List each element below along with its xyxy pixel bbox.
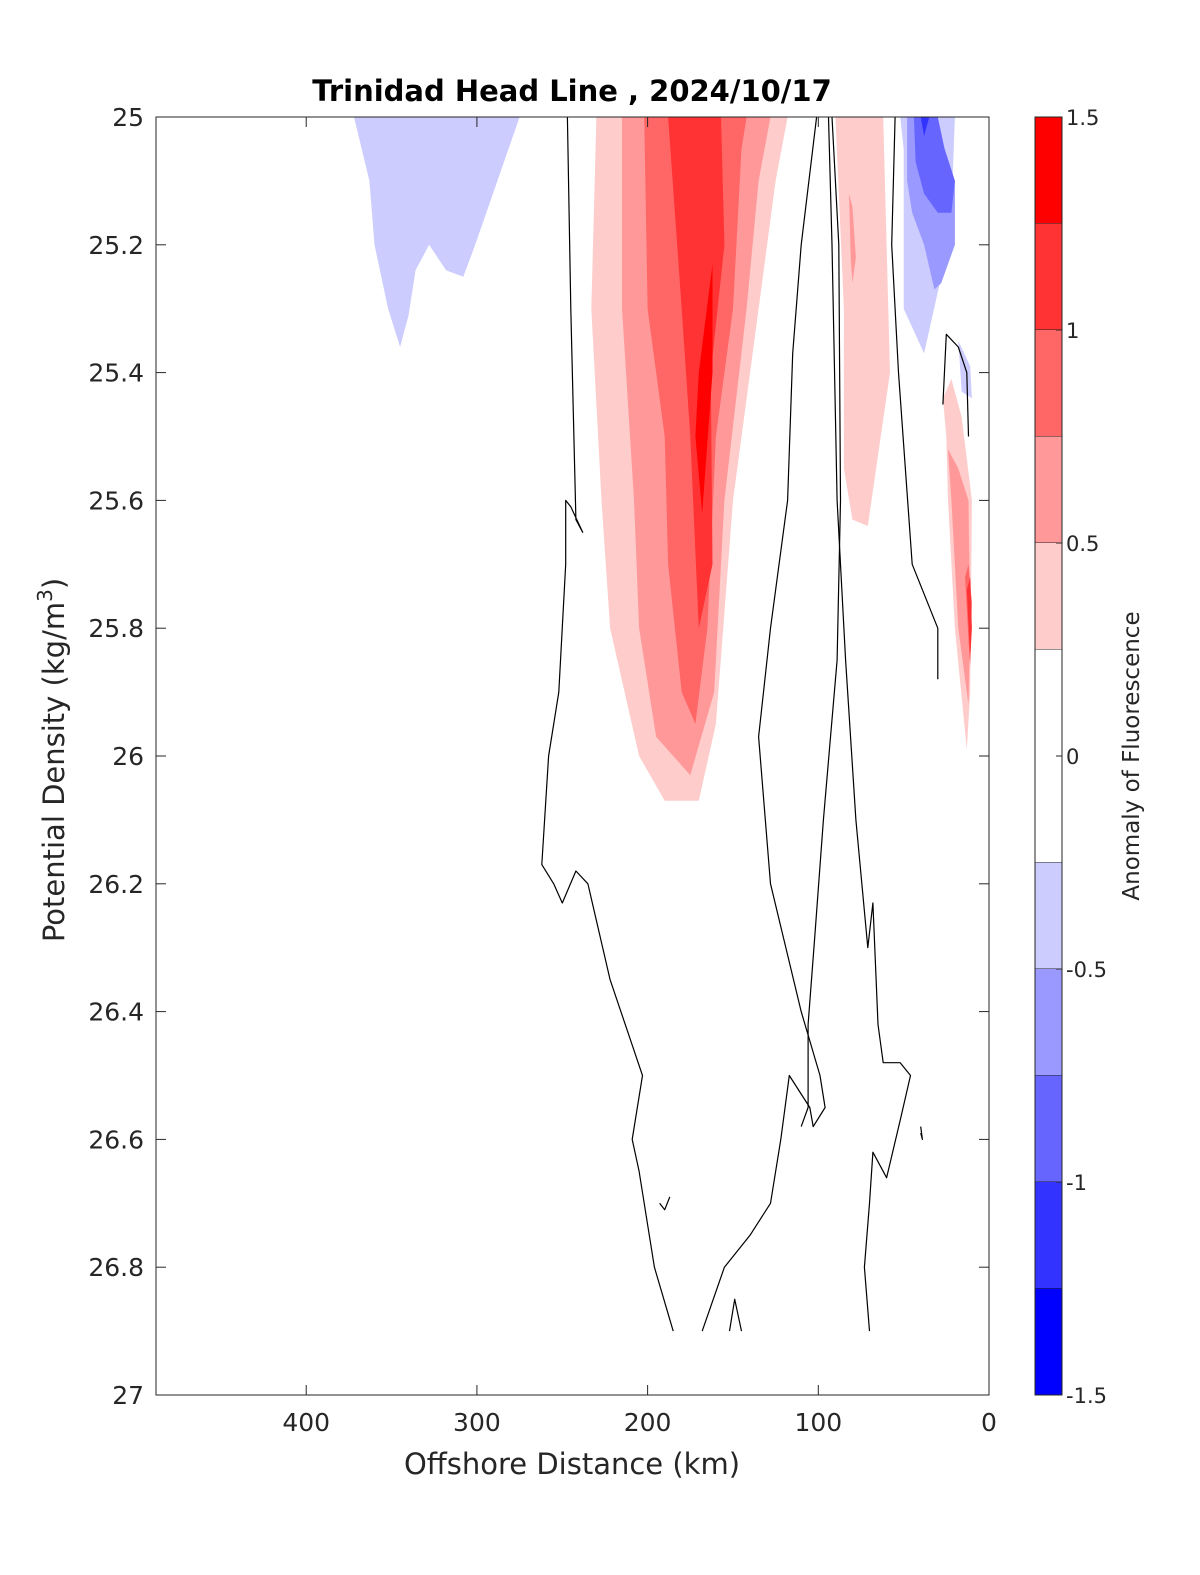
y-axis-label-main: Potential Density (kg/m	[37, 602, 71, 942]
y-axis-ticks: 25 25.2 25.4 25.6 25.8 26 26.2 26.4 26.6 26.8 27	[88, 103, 989, 1410]
colorbar-tick-label: -1	[1066, 1171, 1087, 1195]
colorbar-bands	[1035, 117, 1062, 1396]
colorbar-band-1	[1035, 223, 1062, 330]
zero-contour-line-2	[800, 117, 842, 1127]
x-axis-ticks: 400 300 200 100 0	[282, 117, 997, 1437]
colorbar-band-2	[1035, 330, 1062, 437]
zero-contour-line-4	[891, 117, 939, 680]
colorbar-band-0	[1035, 117, 1062, 224]
colorbar-tick-label: -0.5	[1066, 958, 1107, 982]
contour-region-5	[695, 264, 713, 514]
contour-region-0	[354, 117, 520, 347]
zero-contour-line-5	[942, 333, 970, 437]
colorbar-ticks: 1.5 1 0.5 0 -0.5 -1 -1.5	[1056, 106, 1107, 1408]
colorbar-tick-label: 1.5	[1066, 106, 1099, 130]
colorbar-band-6	[1035, 862, 1062, 969]
x-axis-label: Offshore Distance (km)	[404, 1447, 740, 1481]
x-tick-label: 400	[282, 1408, 330, 1437]
colorbar-label: Anomaly of Fluorescence	[1119, 611, 1145, 900]
colorbar-band-9	[1035, 1182, 1062, 1289]
y-tick-label: 25.2	[88, 231, 144, 260]
y-tick-label: 26.4	[88, 998, 144, 1027]
x-tick-label: 200	[624, 1408, 672, 1437]
x-tick-label: 300	[453, 1408, 501, 1437]
contour-region-16	[966, 577, 972, 661]
contour-region-4	[668, 117, 725, 629]
x-tick-label: 0	[981, 1408, 997, 1437]
y-axis-label-close: )	[37, 578, 71, 589]
colorbar-band-7	[1035, 969, 1062, 1076]
colorbar-band-10	[1035, 1288, 1062, 1395]
plot-area: 400 300 200 100 0 25 25.2 25.4 25.6 25.8 26 26.2 26…	[88, 103, 997, 1437]
colorbar-tick-label: -1.5	[1066, 1384, 1107, 1408]
colorbar-band-8	[1035, 1075, 1062, 1182]
zero-contour-line-6	[728, 1298, 743, 1332]
contour-region-10	[913, 117, 955, 213]
contour-region-12	[958, 340, 972, 399]
contour-region-7	[849, 193, 856, 284]
y-tick-label: 25.4	[88, 359, 144, 388]
y-tick-label: 26.6	[88, 1125, 144, 1154]
colorbar: 1.5 1 0.5 0 -0.5 -1 -1.5 Anomaly of Fluorescen…	[1034, 106, 1145, 1408]
colorbar-tick-label: 0.5	[1066, 532, 1099, 556]
zero-contour-line-1	[701, 117, 826, 1332]
y-tick-label: 25.6	[88, 486, 144, 515]
colorbar-band-3	[1035, 436, 1062, 543]
colorbar-tick-label: 0	[1066, 745, 1079, 769]
y-tick-label: 27	[112, 1381, 144, 1410]
filled-contour-regions	[354, 117, 972, 801]
colorbar-tick-label: 1	[1066, 319, 1079, 343]
colorbar-band-4	[1035, 543, 1062, 650]
zero-contour-line-0	[541, 117, 674, 1332]
y-tick-label: 26	[112, 742, 144, 771]
zero-contour-line-8	[920, 1126, 924, 1141]
zero-contour-lines	[541, 117, 970, 1332]
y-tick-label: 25	[112, 103, 144, 132]
y-tick-label: 26.8	[88, 1253, 144, 1282]
x-tick-label: 100	[794, 1408, 842, 1437]
chart-title: Trinidad Head Line , 2024/10/17	[312, 74, 832, 108]
contour-region-14	[948, 449, 971, 705]
zero-contour-line-7	[659, 1196, 671, 1211]
y-tick-label: 26.2	[88, 870, 144, 899]
contour-region-11	[920, 117, 930, 137]
y-axis-label-superscript: 3	[33, 589, 57, 602]
contour-region-6	[835, 117, 890, 526]
y-tick-label: 25.8	[88, 614, 144, 643]
zero-contour-line-3	[827, 117, 912, 1332]
y-axis-label: Potential Density (kg/m3)	[33, 578, 71, 942]
